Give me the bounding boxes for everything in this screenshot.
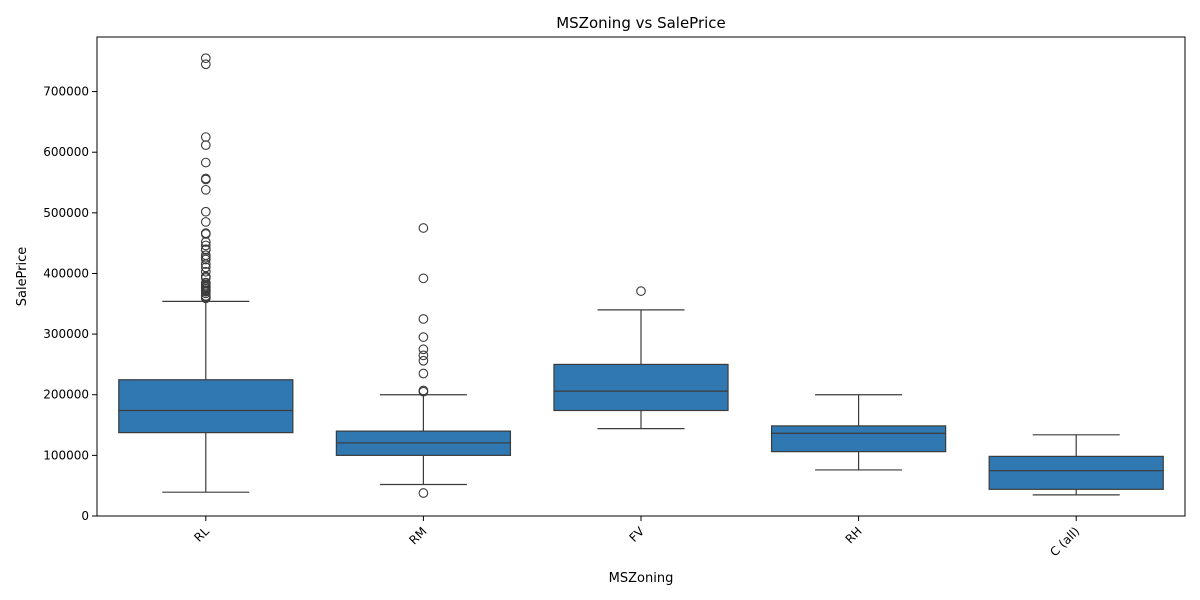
outlier-point [200,184,211,195]
outlier-point [200,266,211,277]
outlier-point [200,229,211,239]
x-axis: RL RM FV RH C (all) [191,516,1082,559]
outlier-point [200,240,211,251]
y-tick-label: 200000 [43,388,89,402]
box-group-fv [553,286,729,430]
outlier-point [200,140,211,150]
outlier-point [200,59,211,70]
x-tick-label: RH [843,524,865,546]
outlier-point [200,293,211,304]
outlier-point [418,223,429,233]
box-group-rm [335,223,512,498]
outlier-point [200,157,211,168]
x-tick-label: RL [191,524,212,545]
box-group-rh [770,394,947,471]
outlier-point [200,174,211,185]
outlier-point [200,288,211,299]
box-iqr [553,363,729,412]
outlier-point [200,259,211,270]
outlier-point [418,273,429,284]
outlier-point [200,237,211,247]
outlier-point [636,286,646,296]
plot-frame [96,36,1186,517]
y-tick-label: 100000 [43,448,89,462]
outlier-point [418,332,429,342]
y-tick-label: 300000 [43,327,89,341]
chart-title: MSZoning vs SalePrice [556,14,726,32]
box-group-c-all [988,434,1164,496]
x-axis-label: MSZoning [609,571,674,586]
outlier-point [418,314,429,324]
box-group-rl [118,53,294,493]
outlier-point [418,350,429,361]
box-iqr [770,425,947,453]
outlier-point [200,206,211,217]
outlier-point [200,132,211,142]
y-tick-label: 700000 [43,85,89,99]
x-tick-label: RM [406,524,429,547]
outlier-point [200,53,211,64]
y-axis: 0 100000 200000 300000 400000 500000 600000 700… [43,85,97,523]
box-iqr [118,379,294,434]
outlier-point [200,245,211,255]
plot-area [118,53,1164,498]
outlier-point [418,344,429,355]
y-tick-label: 600000 [43,145,89,159]
y-tick-label: 0 [81,509,89,523]
y-axis-label: SalePrice [15,247,30,307]
y-tick-label: 400000 [43,266,89,280]
outlier-point [200,254,211,265]
outlier-point [200,217,211,227]
outlier-point [418,355,429,366]
x-tick-label: C (all) [1047,524,1082,559]
outlier-point [418,488,429,498]
x-tick-label: FV [627,524,648,545]
outlier-point [418,386,429,397]
box-iqr [988,455,1164,490]
y-tick-label: 500000 [43,206,89,220]
outlier-point [418,368,429,379]
